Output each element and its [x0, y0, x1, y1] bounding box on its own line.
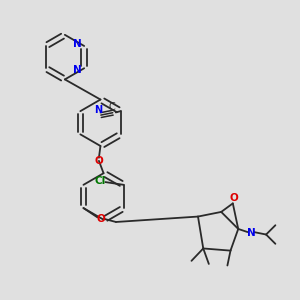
Text: O: O — [229, 193, 238, 203]
Text: N: N — [73, 39, 82, 50]
Text: N: N — [94, 104, 102, 115]
Text: O: O — [94, 156, 103, 166]
Text: Cl: Cl — [94, 176, 105, 186]
Text: N: N — [73, 65, 82, 75]
Text: C: C — [109, 102, 116, 112]
Text: N: N — [247, 228, 256, 238]
Text: O: O — [96, 214, 105, 224]
